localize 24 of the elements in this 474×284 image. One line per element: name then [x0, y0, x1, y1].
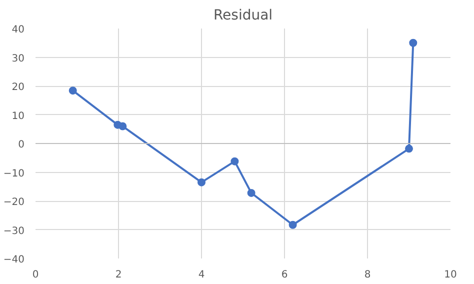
y-tick-label: −30	[3, 226, 25, 237]
chart-title: Residual	[213, 8, 273, 24]
x-tick-label: 2	[115, 270, 122, 280]
y-tick-label: −10	[3, 168, 25, 180]
x-tick-label: 10	[444, 270, 457, 280]
point	[68, 86, 77, 95]
x-tick-label: 0	[32, 270, 39, 280]
x-tick-label: 6	[281, 270, 288, 280]
y-tick-label: 40	[12, 24, 25, 36]
point	[118, 122, 127, 130]
y-tick-label: 20	[12, 82, 25, 93]
x-tick-label: 4	[198, 270, 205, 280]
point	[230, 157, 239, 166]
point	[405, 144, 413, 153]
point	[198, 178, 206, 186]
y-tick-label: 10	[12, 110, 25, 122]
y-tick-label: −20	[3, 197, 25, 208]
y-tick-label: −40	[3, 254, 25, 266]
y-tick-label: 0	[18, 140, 25, 150]
x-tick-label: 8	[364, 270, 371, 280]
y-tick-label: 30	[12, 53, 25, 64]
point	[247, 188, 256, 197]
point	[288, 220, 297, 229]
point	[409, 38, 418, 47]
